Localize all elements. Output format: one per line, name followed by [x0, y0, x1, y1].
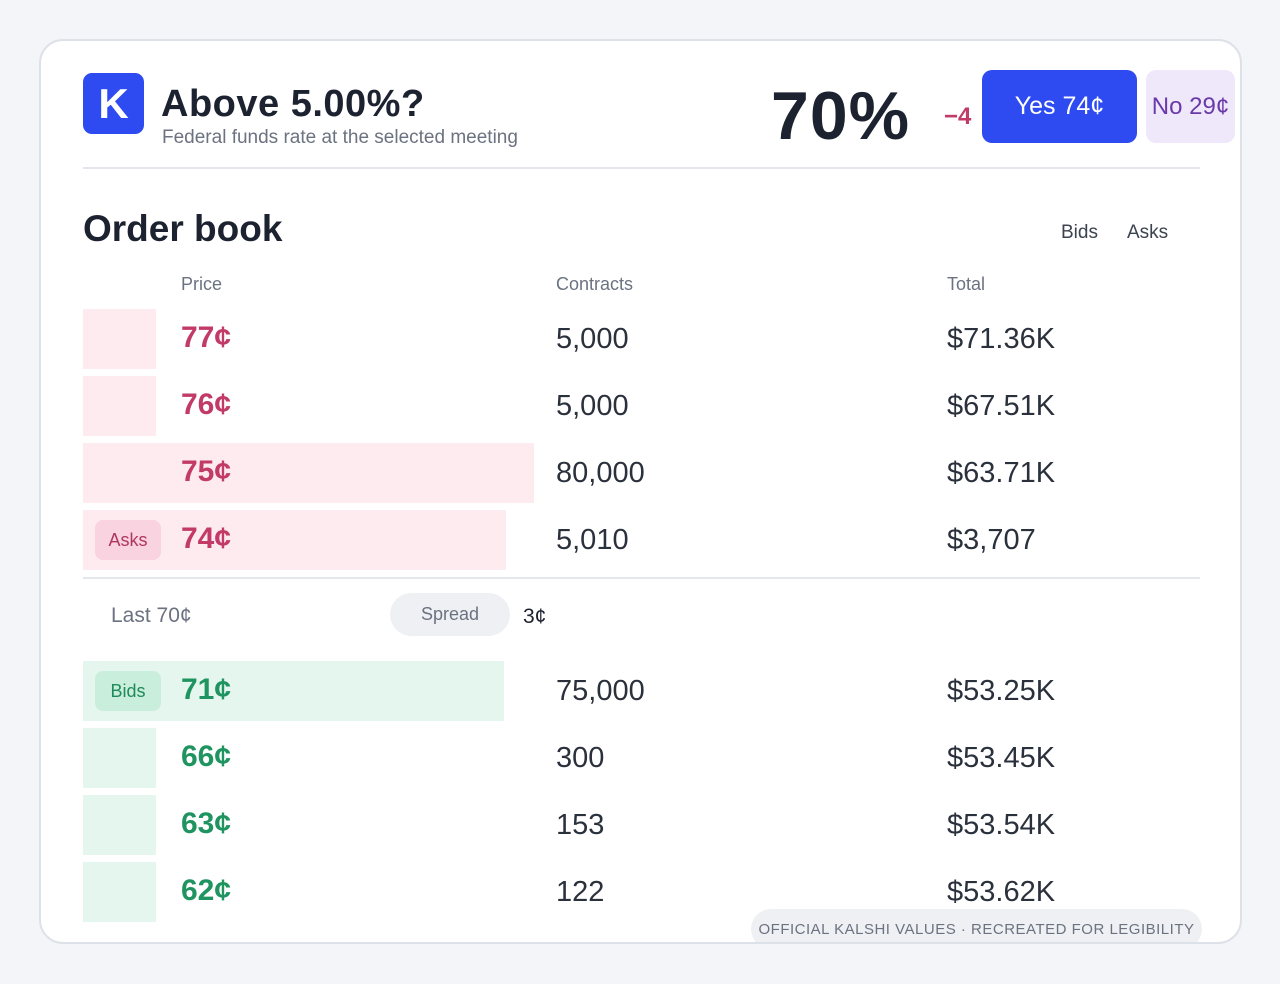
spread-pill: Spread [390, 593, 510, 636]
ask-row[interactable]: 77¢ 5,000 $71.36K [83, 309, 1200, 369]
buy-yes-button[interactable]: Yes 74¢ [982, 70, 1137, 143]
ask-price: 77¢ [181, 321, 232, 354]
market-subtitle: Federal funds rate at the selected meeti… [162, 127, 518, 148]
asks-badge: Asks [95, 520, 161, 560]
bid-row[interactable]: Bids 71¢ 75,000 $53.25K [83, 661, 1200, 721]
bid-price: 71¢ [181, 673, 232, 706]
ask-price: 76¢ [181, 388, 232, 421]
buy-no-button[interactable]: No 29¢ [1146, 70, 1235, 143]
ask-row[interactable]: Asks 74¢ 5,010 $3,707 [83, 510, 1200, 570]
bid-contracts: 122 [556, 876, 605, 908]
depth-bar [83, 795, 156, 855]
ask-contracts: 5,010 [556, 524, 629, 556]
column-header-price: Price [181, 274, 223, 294]
depth-bar [83, 862, 156, 922]
ask-total: $63.71K [947, 457, 1056, 489]
ask-total: $71.36K [947, 323, 1056, 355]
bid-contracts: 153 [556, 809, 605, 841]
toggle-asks[interactable]: Asks [1127, 222, 1169, 243]
kalshi-logo: K [83, 73, 144, 134]
ask-total: $3,707 [947, 524, 1036, 556]
orderbook-title: Order book [83, 208, 283, 249]
toggle-bids[interactable]: Bids [1061, 222, 1098, 243]
bid-total: $53.25K [947, 675, 1056, 707]
spread-divider [83, 577, 1200, 579]
ask-contracts: 5,000 [556, 390, 629, 422]
ask-contracts: 5,000 [556, 323, 629, 355]
bid-price: 66¢ [181, 740, 232, 773]
probability-value: 70% [771, 78, 911, 154]
bid-total: $53.45K [947, 742, 1056, 774]
bid-contracts: 300 [556, 742, 605, 774]
header-divider [83, 167, 1200, 169]
ask-price: 75¢ [181, 455, 232, 488]
column-header-contracts: Contracts [556, 274, 634, 294]
depth-bar [83, 443, 535, 503]
spread-value: 3¢ [523, 605, 547, 628]
bid-total: $53.54K [947, 809, 1056, 841]
ask-contracts: 80,000 [556, 457, 645, 489]
probability-change: −4 [944, 103, 972, 130]
ask-row[interactable]: 76¢ 5,000 $67.51K [83, 376, 1200, 436]
bid-row[interactable]: 63¢ 153 $53.54K [83, 795, 1200, 855]
depth-bar [83, 376, 156, 436]
column-header-total: Total [947, 274, 986, 294]
ask-total: $67.51K [947, 390, 1056, 422]
ask-price: 74¢ [181, 522, 232, 555]
market-card: K Above 5.00%? Federal funds rate at the… [39, 39, 1242, 944]
market-title: Above 5.00%? [161, 83, 425, 125]
footer-note: OFFICIAL KALSHI VALUES · RECREATED FOR L… [751, 909, 1202, 942]
bid-row[interactable]: 66¢ 300 $53.45K [83, 728, 1200, 788]
depth-bar [83, 309, 156, 369]
bid-contracts: 75,000 [556, 675, 645, 707]
depth-bar [83, 728, 156, 788]
bid-price: 63¢ [181, 807, 232, 840]
bid-total: $53.62K [947, 876, 1056, 908]
bids-badge: Bids [95, 671, 161, 711]
ask-row[interactable]: 75¢ 80,000 $63.71K [83, 443, 1200, 503]
bid-price: 62¢ [181, 874, 232, 907]
bid-row[interactable]: 62¢ 122 $53.62K [83, 862, 1200, 922]
last-price: Last 70¢ [111, 604, 192, 627]
